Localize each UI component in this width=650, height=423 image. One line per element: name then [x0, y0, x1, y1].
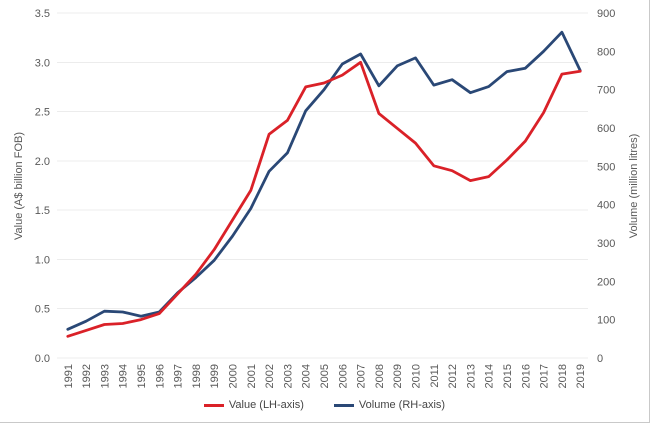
- y-right-tick-label: 200: [597, 276, 615, 288]
- y-right-tick-label: 500: [597, 161, 615, 173]
- x-tick-label: 2011: [429, 364, 441, 388]
- legend-label-value: Value (LH-axis): [228, 399, 304, 411]
- x-tick-label: 2014: [484, 364, 496, 388]
- x-tick-label: 1998: [191, 364, 203, 388]
- x-tick-label: 1999: [209, 364, 221, 388]
- x-tick-label: 2002: [264, 364, 276, 388]
- y-right-tick-label: 0: [597, 353, 603, 365]
- legend-item-volume: Volume (RH-axis): [333, 399, 446, 411]
- x-tick-label: 2009: [392, 364, 404, 388]
- x-tick-label: 2018: [557, 364, 569, 388]
- x-tick-label: 2005: [319, 364, 331, 388]
- y-left-tick-label: 2.5: [35, 107, 50, 119]
- y-right-tick-labels: 0 100 200 300 400 500 600 700 800 900: [597, 8, 615, 365]
- y-right-tick-label: 100: [597, 315, 615, 327]
- x-tick-label: 2010: [411, 364, 423, 388]
- x-tick-label: 1997: [173, 364, 185, 388]
- right-axis-title: Volume (million litres): [628, 134, 640, 239]
- y-right-tick-label: 900: [597, 8, 615, 20]
- legend-label-volume: Volume (RH-axis): [358, 399, 446, 411]
- x-tick-label: 2015: [502, 364, 514, 388]
- x-tick-label: 2016: [520, 364, 532, 388]
- value-line: [66, 60, 582, 338]
- y-right-tick-label: 800: [597, 46, 615, 58]
- x-tick-label: 1994: [118, 364, 130, 388]
- x-tick-label: 2001: [246, 364, 258, 388]
- x-tick-labels: 1991 1992 1993 1994 1995 1996 1997 1998 1999 2000…: [63, 364, 587, 388]
- x-tick-label: 2008: [374, 364, 386, 388]
- left-axis-title: Value (A$ billion FOB): [13, 132, 25, 240]
- y-right-tick-label: 600: [597, 123, 615, 135]
- x-tick-label: 1996: [154, 364, 166, 388]
- x-tick-label: 1993: [99, 364, 111, 388]
- x-tick-label: 1995: [136, 364, 148, 388]
- x-tick-label: 2012: [447, 364, 459, 388]
- volume-series-swatch-icon: [333, 403, 354, 407]
- y-left-tick-labels: 0.0 0.5 1.0 1.5 2.0 2.5 3.0 3.5: [35, 8, 50, 365]
- y-left-tick-label: 3.0: [35, 57, 50, 69]
- y-left-tick-label: 1.5: [35, 205, 50, 217]
- y-right-tick-label: 700: [597, 85, 615, 97]
- series-lines: [66, 30, 582, 338]
- x-tick-label: 1991: [63, 364, 75, 388]
- x-tick-label: 2013: [465, 364, 477, 388]
- gridlines: [57, 12, 588, 359]
- x-tick-label: 1992: [81, 364, 93, 388]
- y-left-tick-label: 1.0: [35, 254, 50, 266]
- x-tick-label: 2004: [301, 364, 313, 388]
- y-left-tick-label: 0.0: [35, 353, 50, 365]
- x-tick-label: 2007: [356, 364, 368, 388]
- y-right-tick-label: 300: [597, 238, 615, 250]
- y-left-tick-label: 0.5: [35, 304, 50, 316]
- y-right-tick-label: 400: [597, 200, 615, 212]
- x-tick-label: 2019: [575, 364, 587, 388]
- legend-item-value: Value (LH-axis): [203, 399, 304, 411]
- volume-line: [66, 30, 582, 331]
- legend: Value (LH-axis) Volume (RH-axis): [0, 399, 649, 411]
- x-tick-label: 2003: [282, 364, 294, 388]
- y-left-tick-label: 3.5: [35, 8, 50, 20]
- x-tick-label: 2017: [539, 364, 551, 388]
- x-tick-label: 2006: [337, 364, 349, 388]
- x-tick-label: 2000: [228, 364, 240, 388]
- y-left-tick-label: 2.0: [35, 156, 50, 168]
- value-series-swatch-icon: [203, 403, 224, 407]
